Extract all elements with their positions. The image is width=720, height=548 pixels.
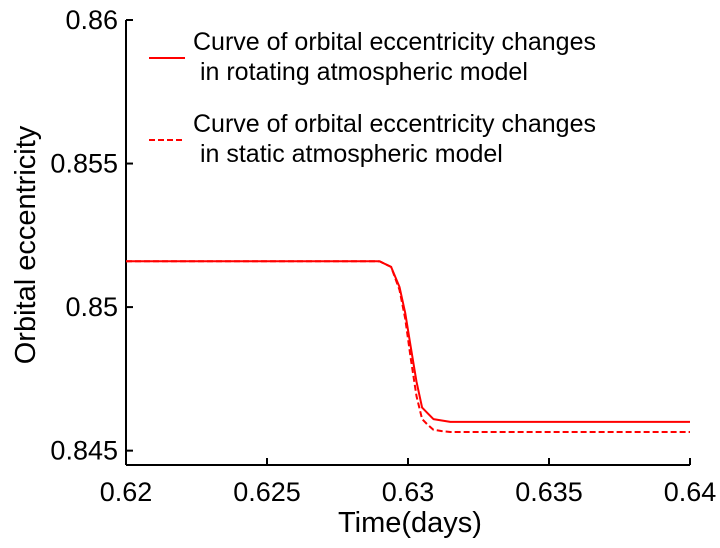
legend-label-0: Curve of orbital eccentricity changes in… (193, 28, 596, 86)
legend-label-line: in static atmospheric model (193, 140, 503, 168)
x-tick-label: 0.64 (664, 477, 717, 507)
legend-label-line: Curve of orbital eccentricity changes (193, 28, 596, 56)
x-axis-title: Time(days) (338, 507, 482, 539)
y-axis-title: Orbital eccentricity (10, 125, 42, 364)
x-ticks: 0.62 0.625 0.63 0.635 0.64 (100, 458, 717, 507)
legend-label-1: Curve of orbital eccentricity changes in… (193, 110, 596, 168)
series-layer (126, 260, 690, 433)
x-tick-label: 0.62 (100, 477, 153, 507)
y-ticks: 0.845 0.85 0.855 0.86 (50, 5, 133, 466)
y-tick-label: 0.845 (50, 436, 118, 466)
series-static-line (126, 260, 690, 433)
y-tick-label: 0.86 (65, 5, 118, 35)
legend-label-line: Curve of orbital eccentricity changes (193, 110, 596, 138)
x-tick-label: 0.63 (382, 477, 435, 507)
y-tick-label: 0.855 (50, 149, 118, 179)
x-tick-label: 0.635 (515, 477, 583, 507)
legend-label-line: in rotating atmospheric model (193, 58, 528, 86)
x-tick-label: 0.625 (233, 477, 301, 507)
axes (125, 20, 690, 466)
legend: Curve of orbital eccentricity changes in… (149, 28, 596, 168)
series-rotating-line (126, 260, 690, 423)
y-tick-label: 0.85 (65, 292, 118, 322)
